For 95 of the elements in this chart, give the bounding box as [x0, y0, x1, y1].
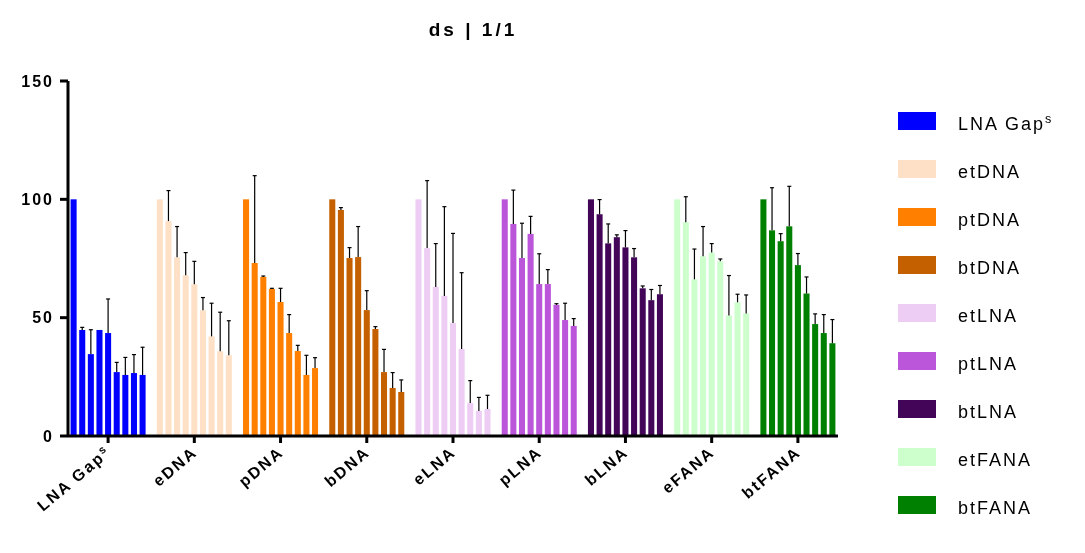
bar: [812, 324, 819, 436]
legend-label: ptLNA: [958, 354, 1019, 374]
legend-label: btDNA: [958, 258, 1022, 278]
bar: [777, 241, 784, 436]
bar: [303, 374, 310, 436]
bar: [389, 387, 396, 436]
bar: [139, 374, 146, 436]
bar: [510, 223, 517, 436]
bar: [648, 300, 655, 436]
bar: [820, 333, 827, 436]
bar: [225, 355, 232, 436]
bar: [337, 209, 344, 436]
bar: [596, 214, 603, 436]
bar: [734, 302, 741, 436]
bar: [398, 391, 405, 436]
bar: [613, 237, 620, 436]
bar: [622, 247, 629, 436]
bar: [639, 288, 646, 436]
bar: [156, 199, 163, 436]
bar: [441, 295, 448, 436]
bar: [501, 199, 508, 436]
bar: [130, 373, 137, 436]
bar: [372, 329, 379, 436]
bar: [544, 284, 551, 436]
bar: [536, 284, 543, 436]
bar: [381, 372, 388, 436]
bar: [475, 410, 482, 436]
bar: [182, 275, 189, 436]
bar: [708, 252, 715, 436]
legend-label: btLNA: [958, 402, 1019, 422]
bar: [363, 310, 370, 436]
bar: [312, 368, 319, 436]
bar: [587, 199, 594, 436]
bar: [656, 294, 663, 436]
legend-label: etFANA: [958, 450, 1033, 470]
legend-label: etLNA: [958, 306, 1019, 326]
bar: [432, 286, 439, 436]
bar: [286, 333, 293, 436]
bar: [174, 257, 181, 436]
bar: [717, 261, 724, 436]
y-tick-label: 0: [43, 427, 54, 445]
bar: [96, 329, 103, 436]
bar: [105, 333, 112, 436]
bar: [691, 279, 698, 436]
bar: [682, 222, 689, 436]
bar: [631, 257, 638, 436]
bar: [553, 304, 560, 436]
bar: [87, 354, 94, 436]
bar: [674, 199, 681, 436]
bar: [527, 233, 534, 436]
legend-label: ptDNA: [958, 210, 1022, 230]
bar: [562, 320, 569, 436]
bar: [113, 372, 120, 436]
bar: [458, 348, 465, 436]
bar: [415, 199, 422, 436]
bar: [725, 315, 732, 436]
bar: [605, 243, 612, 436]
bar: [769, 230, 776, 436]
y-tick-label: 150: [21, 72, 54, 90]
bar: [243, 199, 250, 436]
bar: [191, 284, 198, 436]
bar: [122, 374, 129, 436]
chart-title: ds | 1/1: [428, 19, 518, 40]
y-tick-label: 50: [32, 309, 54, 327]
bar: [268, 289, 275, 436]
bar: [355, 257, 362, 436]
bar: [294, 351, 301, 436]
bar: [79, 329, 86, 436]
bar: [165, 221, 172, 436]
bar: [208, 336, 215, 436]
bar: [217, 351, 224, 436]
bar: [803, 293, 810, 436]
bar: [199, 310, 206, 436]
bar: [484, 409, 491, 436]
bar: [760, 199, 767, 436]
bar: [700, 256, 707, 436]
y-tick-label: 100: [21, 190, 54, 208]
legend-label: LNA Gap$^{s}$: [958, 112, 1054, 134]
bar: [743, 313, 750, 436]
bar: [70, 199, 77, 436]
bar: [829, 343, 836, 436]
bar: [424, 248, 431, 436]
bar: [251, 263, 258, 436]
bar: [786, 226, 793, 436]
bar: [794, 265, 801, 436]
bar: [518, 258, 525, 436]
bar: [329, 199, 336, 436]
legend-label: etDNA: [958, 162, 1022, 182]
bar: [260, 276, 267, 436]
bar: [277, 302, 284, 436]
legend-label: btFANA: [958, 498, 1033, 518]
bar: [449, 323, 457, 436]
bar: [467, 403, 474, 436]
bar: [346, 258, 353, 436]
bar: [570, 325, 577, 436]
